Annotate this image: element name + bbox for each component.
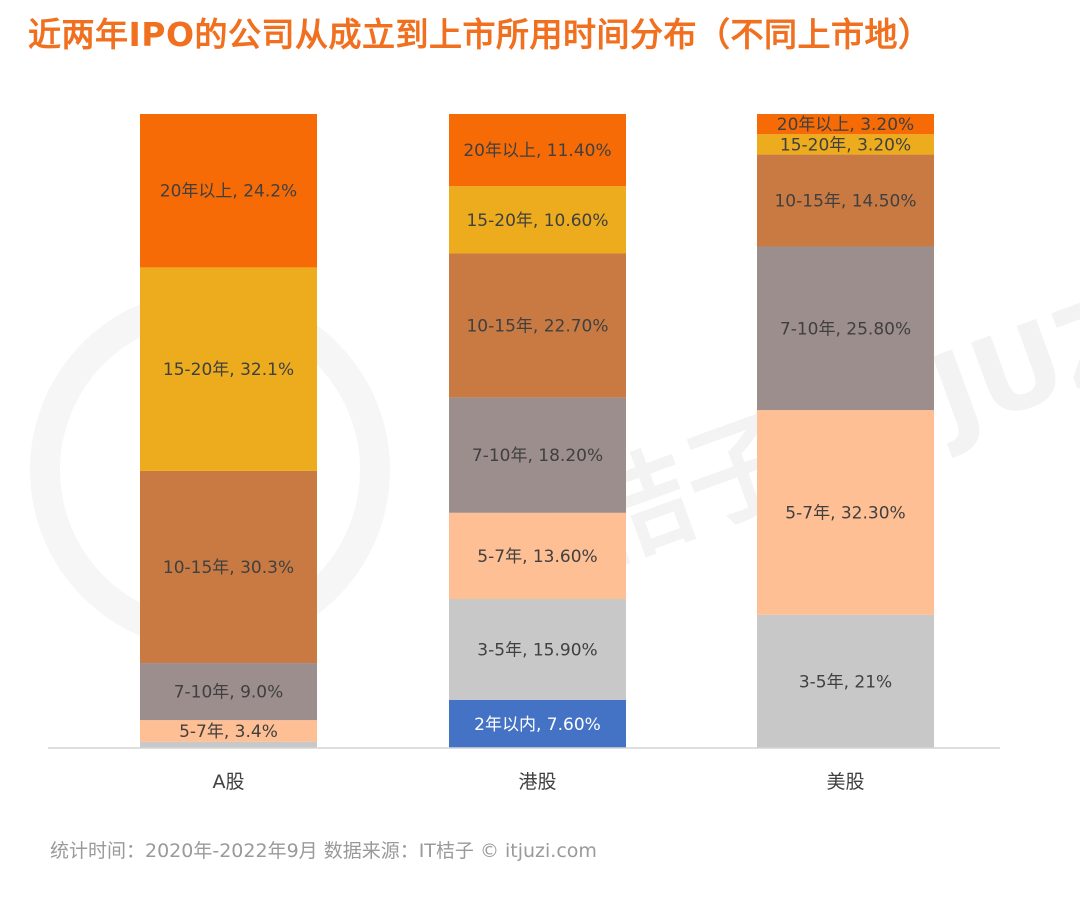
stacked-bar-chart: 5-7年, 3.4% 7-10年, 9.0% 10-15年, 30.3% 15-20年… (48, 114, 1000, 793)
data-label: 3-5年, 21% (799, 672, 892, 692)
bar-segment-3to5 (449, 599, 626, 700)
data-label: 7-10年, 25.80% (780, 319, 911, 339)
bar-segment-lt2 (449, 699, 626, 748)
data-label: 3-5年, 15.90% (477, 640, 597, 660)
bar-segment-gt20 (449, 114, 626, 187)
chart-title: 近两年IPO的公司从成立到上市所用时间分布（不同上市地） (28, 15, 932, 54)
bar-segment-3to5 (140, 741, 317, 748)
data-label: 20年以上, 24.2% (160, 182, 297, 202)
data-label: 7-10年, 9.0% (174, 683, 284, 703)
bar-segment-15to20 (449, 186, 626, 254)
bar-segment-gt20 (757, 114, 934, 135)
bar-segment-5to7 (757, 410, 934, 615)
data-label: 20年以上, 11.40% (463, 141, 611, 161)
data-label: 15-20年, 32.1% (163, 360, 294, 380)
data-label: 10-15年, 14.50% (774, 192, 916, 212)
data-label: 15-20年, 10.60% (466, 211, 608, 231)
bar-segment-5to7 (140, 720, 317, 742)
bar-segment-5to7 (449, 512, 626, 600)
data-label: 10-15年, 30.3% (163, 558, 294, 578)
bar-segment-7to10 (449, 397, 626, 513)
bar-segment-3to5 (757, 614, 934, 748)
category-label: 美股 (826, 771, 864, 793)
bar-segment-15to20 (757, 134, 934, 155)
category-label: 港股 (518, 771, 556, 793)
bar-segment-7to10 (757, 246, 934, 411)
data-label: 15-20年, 3.20% (780, 135, 911, 155)
bar-segment-10to15 (757, 154, 934, 247)
bar-segment-7to10 (140, 663, 317, 721)
data-label: 2年以内, 7.60% (474, 715, 601, 735)
data-label: 20年以上, 3.20% (777, 115, 914, 135)
category-label: A股 (213, 771, 245, 793)
data-label: 10-15年, 22.70% (466, 316, 608, 336)
bar-segment-10to15 (449, 253, 626, 398)
footer-note: 统计时间：2020年-2022年9月 数据来源：IT桔子 © itjuzi.co… (50, 840, 597, 862)
bar-segment-15to20 (140, 267, 317, 471)
data-label: 5-7年, 13.60% (477, 547, 597, 567)
bar-segment-10to15 (140, 470, 317, 664)
bar-segment-gt20 (140, 114, 317, 268)
data-label: 7-10年, 18.20% (472, 446, 603, 466)
data-label: 5-7年, 32.30% (785, 503, 905, 523)
data-label: 5-7年, 3.4% (179, 722, 278, 742)
